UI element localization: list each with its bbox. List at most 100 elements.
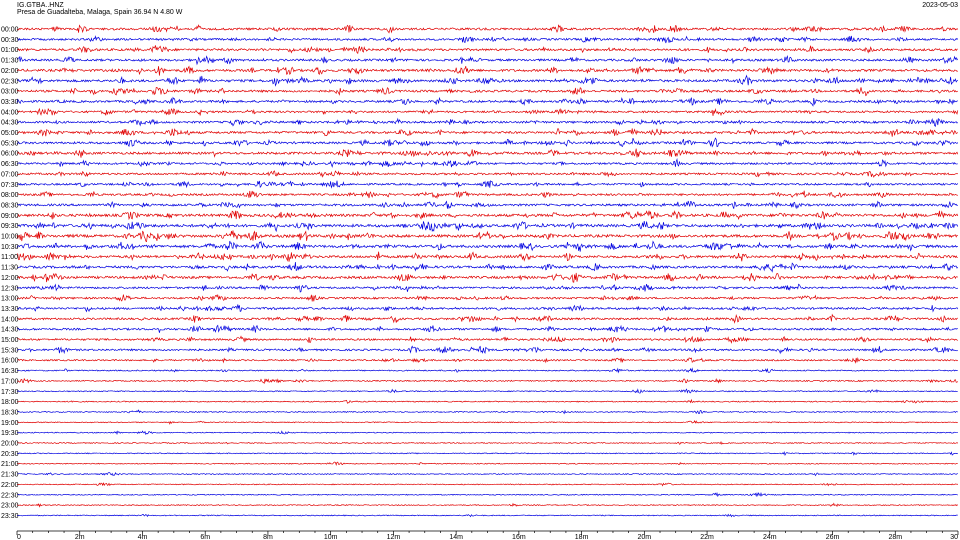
station-location: Presa de Guadalteba, Malaga, Spain 36.94… [17,9,183,16]
row-time-label: 23:00 [1,503,19,510]
row-time-label: 14:00 [1,316,19,323]
x-tick-label: 28m [888,534,902,540]
x-tick-label: 14m [449,534,463,540]
seismic-trace [16,430,958,436]
seismic-trace [16,190,958,200]
x-tick-label: 10m [324,534,338,540]
x-tick-label: 8m [263,534,273,540]
seismic-trace [16,65,958,76]
seismic-trace [16,420,958,425]
row-time-label: 03:00 [1,89,19,96]
seismic-trace [16,513,958,518]
seismic-trace [16,240,958,252]
x-tick-label: 4m [138,534,148,540]
seismic-trace [16,230,959,243]
seismic-trace [16,461,958,466]
row-time-label: 15:00 [1,337,19,344]
row-time-label: 13:30 [1,306,19,313]
row-time-label: 08:00 [1,192,19,199]
row-time-label: 22:00 [1,482,19,489]
x-tick-label: 22m [700,534,714,540]
seismic-trace [16,45,958,54]
row-time-label: 18:00 [1,399,19,406]
row-time-label: 04:30 [1,120,19,127]
record-date: 2023-05-03 [922,2,958,9]
seismic-trace [16,180,959,189]
x-tick-label: 18m [575,534,589,540]
row-label-group: 00:00 00:30 01:00 01:30 02:00 02:30 03:00 03:30… [1,27,19,520]
row-time-label: 16:30 [1,368,19,375]
seismic-trace [16,293,959,302]
row-time-label: 21:00 [1,461,19,468]
row-time-label: 10:30 [1,244,19,251]
seismic-trace [16,210,959,221]
seismic-trace [16,107,959,117]
row-time-label: 00:30 [1,37,19,44]
row-time-label: 22:30 [1,492,19,499]
seismic-trace [16,450,958,457]
seismic-trace [16,482,959,487]
seismic-trace [16,200,958,210]
row-time-label: 11:00 [1,254,18,261]
seismic-trace [16,137,959,148]
seismic-trace [16,492,958,498]
row-time-label: 08:30 [1,202,19,209]
seismic-trace [16,221,959,233]
seismic-trace [16,272,958,283]
row-time-label: 00:00 [1,27,19,34]
seismic-trace [16,148,959,158]
row-time-label: 12:00 [1,275,19,282]
seismic-trace [16,54,959,66]
seismic-trace [16,398,958,404]
row-time-label: 18:30 [1,409,19,416]
x-tick-label: 30 [950,534,958,540]
seismic-trace [16,356,959,364]
seismic-trace [16,367,958,374]
x-axis: 0 2m 4m 6m 8m 10m 12m 14m 16m 18m 20m 22m 24m 26m 28m 3… [16,530,959,540]
seismic-trace [16,377,959,384]
row-time-label: 16:00 [1,358,19,365]
x-tick-label: 26m [826,534,840,540]
row-time-label: 20:00 [1,441,19,448]
seismic-trace [16,170,959,178]
x-tick-label: 24m [763,534,777,540]
row-time-label: 13:00 [1,296,19,303]
row-time-label: 05:30 [1,140,19,147]
seismic-trace [16,87,958,97]
x-tick-label: 0 [17,534,21,540]
seismic-trace [16,158,958,168]
seismic-trace [16,251,958,262]
seismic-trace [16,441,959,445]
row-time-label: 01:30 [1,58,19,65]
seismic-trace [16,304,959,313]
x-tick-label: 20m [638,534,652,540]
row-time-label: 14:30 [1,327,19,334]
seismic-trace [16,283,958,293]
seismic-trace [16,35,959,44]
seismic-trace [16,472,958,477]
row-time-label: 07:30 [1,182,19,189]
trace-group [16,24,959,518]
row-time-label: 17:00 [1,378,19,385]
row-time-label: 02:00 [1,68,19,75]
seismic-trace [16,502,958,508]
seismic-trace [16,96,958,107]
seismic-trace [16,388,958,394]
row-time-label: 20:30 [1,451,19,458]
row-time-label: 02:30 [1,78,19,85]
row-time-label: 21:30 [1,472,19,479]
row-time-label: 07:00 [1,171,19,178]
row-time-label: 03:30 [1,99,19,106]
seismic-trace [16,409,958,415]
row-time-label: 19:00 [1,420,19,427]
row-time-label: 01:00 [1,47,19,54]
seismic-trace [16,324,958,333]
row-time-label: 12:30 [1,285,19,292]
row-time-label: 04:00 [1,109,19,116]
seismic-trace [16,74,959,87]
row-time-label: 06:30 [1,161,19,168]
seismic-trace [16,262,959,273]
row-time-label: 23:30 [1,513,19,520]
station-code: IG.GTBA..HNZ [17,2,64,9]
